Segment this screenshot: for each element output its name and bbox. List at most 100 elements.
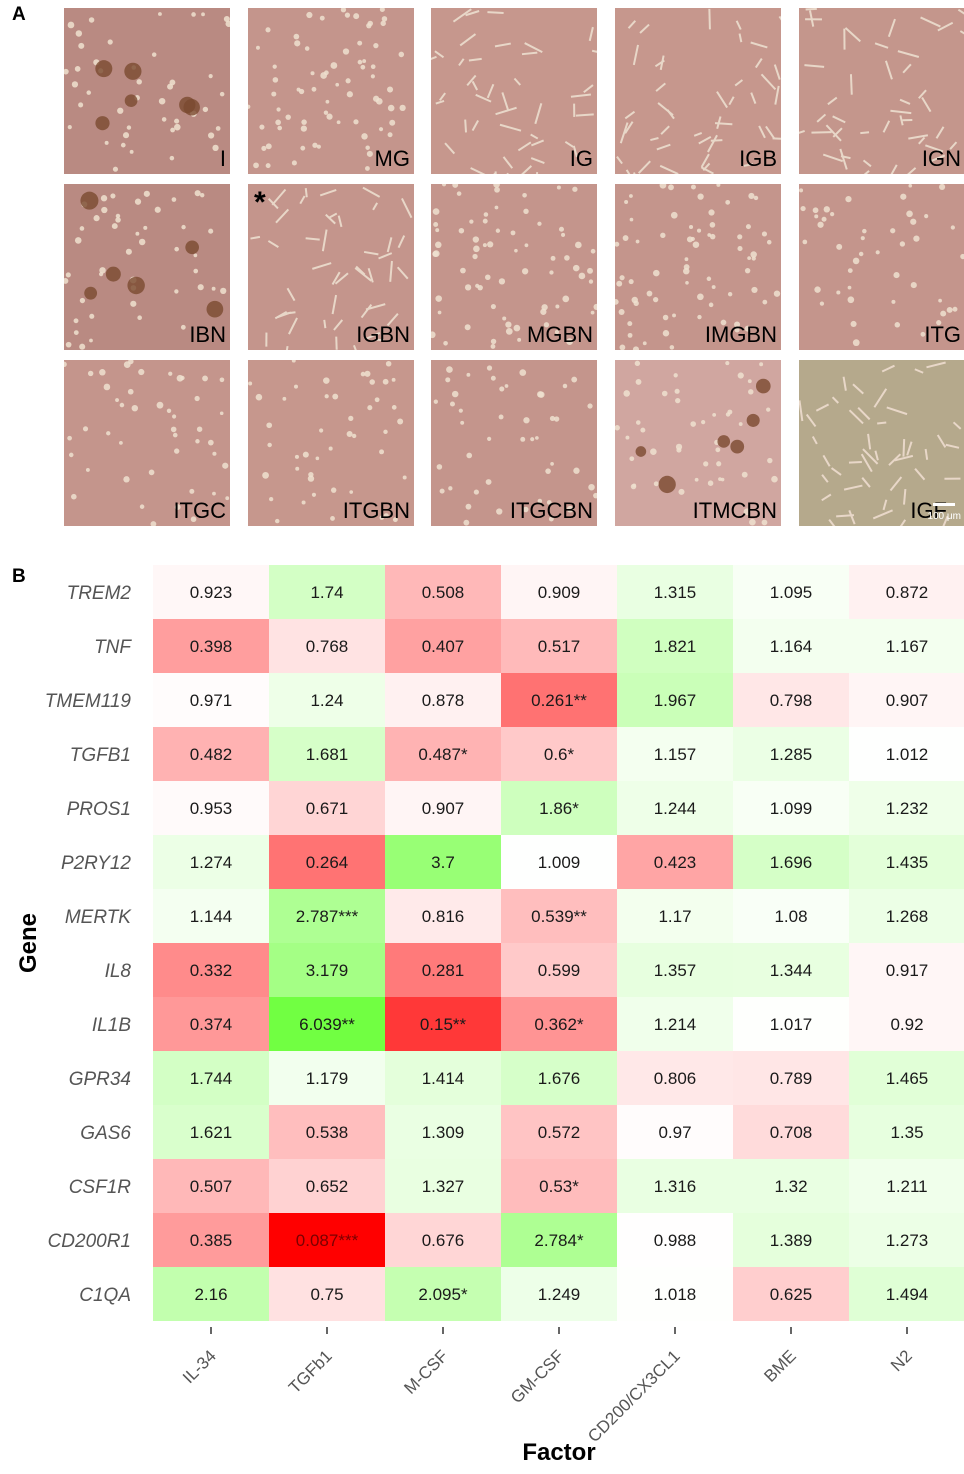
micrograph-label: IGF (910, 498, 947, 523)
micrograph-itmcbn: ITMCBN (615, 360, 781, 526)
cell-value-label: 1.744 (190, 1069, 233, 1088)
factor-tick-label: IL-34 (179, 1346, 220, 1387)
heatmap-cell (617, 889, 733, 943)
micrograph-ign: IGN (799, 8, 964, 174)
cell-value-label: 1.273 (886, 1231, 929, 1250)
cell-value-label: 0.676 (422, 1231, 465, 1250)
cell-value-label: 0.385 (190, 1231, 233, 1250)
cell-value-label: 0.768 (306, 637, 349, 656)
heatmap-cell (269, 889, 385, 943)
cell-value-label: 0.909 (538, 583, 581, 602)
micrograph-i: I (64, 8, 230, 174)
heatmap-cell (849, 727, 964, 781)
heatmap-cell (733, 1051, 849, 1105)
heatmap-cell (385, 1267, 501, 1321)
heatmap-cell (269, 943, 385, 997)
heatmap-cell (153, 1105, 269, 1159)
heatmap-cell (153, 619, 269, 673)
micrograph-mg: MG (248, 8, 414, 174)
heatmap-cell (269, 997, 385, 1051)
y-axis-title: Gene (15, 913, 42, 973)
cell-value-label: 1.232 (886, 799, 929, 818)
heatmap-cell (849, 835, 964, 889)
heatmap-cell (617, 835, 733, 889)
cell-value-label: 0.907 (886, 691, 929, 710)
cell-value-label: 0.332 (190, 961, 233, 980)
cell-value-label: 0.264 (306, 853, 349, 872)
cell-value-label: 1.274 (190, 853, 233, 872)
cell-value-label: 1.214 (654, 1015, 697, 1034)
cell-value-label: 0.398 (190, 637, 233, 656)
micrograph-label: IGB (739, 146, 777, 171)
cell-value-label: 0.487* (418, 745, 468, 764)
gene-tick-label: IL1B (92, 1015, 131, 1036)
micrograph-label: ITMCBN (692, 498, 777, 523)
cell-value-label: 0.971 (190, 691, 233, 710)
cell-value-label: 0.907 (422, 799, 465, 818)
cell-value-label: 1.676 (538, 1069, 581, 1088)
cell-value-label: 1.389 (770, 1231, 813, 1250)
micrograph-itgc: ITGC (64, 360, 230, 526)
cell-value-label: 1.435 (886, 853, 929, 872)
cell-value-label: 0.6* (544, 745, 575, 764)
micrograph-label: MGBN (527, 322, 593, 347)
gene-tick-label: TNF (94, 637, 132, 658)
cell-value-label: 1.099 (770, 799, 813, 818)
micrograph-label: IBN (189, 322, 226, 347)
heatmap-cell (617, 1105, 733, 1159)
heatmap-cell (153, 835, 269, 889)
cell-value-label: 1.018 (654, 1285, 697, 1304)
cell-value-label: 0.482 (190, 745, 233, 764)
factor-tick-label: BME (760, 1346, 799, 1385)
gene-tick-label: MERTK (65, 907, 132, 928)
heatmap-cell (849, 565, 964, 619)
cell-value-label: 1.967 (654, 691, 697, 710)
heatmap-cell (153, 727, 269, 781)
cell-value-label: 1.344 (770, 961, 813, 980)
gene-tick-label: C1QA (79, 1285, 131, 1306)
cell-value-label: 0.507 (190, 1177, 233, 1196)
heatmap-cell (617, 781, 733, 835)
cell-value-label: 2.784* (534, 1231, 584, 1250)
scale-bar (933, 503, 955, 506)
heatmap-cell (617, 1213, 733, 1267)
heatmap-cell (849, 781, 964, 835)
panel-b-label: B (12, 566, 26, 587)
micrograph-label: ITG (924, 322, 961, 347)
heatmap-cell (733, 889, 849, 943)
cell-value-label: 1.244 (654, 799, 697, 818)
heatmap-cell (385, 1105, 501, 1159)
heatmap-cell (385, 835, 501, 889)
cell-value-label: 1.414 (422, 1069, 465, 1088)
heatmap-cell (849, 889, 964, 943)
heatmap-cell (153, 673, 269, 727)
heatmap-cell (501, 1213, 617, 1267)
heatmap-cell (733, 1213, 849, 1267)
heatmap-cell (733, 997, 849, 1051)
cell-value-label: 1.465 (886, 1069, 929, 1088)
cell-value-label: 1.211 (886, 1177, 927, 1196)
heatmap-cell (385, 1159, 501, 1213)
heatmap-cell (269, 1213, 385, 1267)
cell-value-label: 1.315 (654, 583, 697, 602)
heatmap-cell (733, 1105, 849, 1159)
gene-tick-label: CD200R1 (48, 1231, 131, 1252)
cell-value-label: 0.538 (306, 1123, 349, 1142)
heatmap-cell (153, 1159, 269, 1213)
micrograph-igf: IGF 100 μm (799, 360, 964, 526)
heatmap-cell (617, 943, 733, 997)
asterisk-marker: * (254, 186, 266, 219)
cell-value-label: 1.494 (886, 1285, 929, 1304)
micrograph-igb: IGB (615, 8, 781, 174)
cell-value-label: 0.75 (310, 1285, 343, 1304)
heatmap-cell (269, 727, 385, 781)
micrograph-label: ITGCBN (509, 498, 593, 523)
heatmap-cell (733, 781, 849, 835)
heatmap-cell (153, 565, 269, 619)
cell-value-label: 1.357 (654, 961, 697, 980)
gene-tick-label: P2RY12 (61, 853, 131, 874)
heatmap-cell (617, 565, 733, 619)
heatmap-cell (385, 889, 501, 943)
heatmap-cell (269, 565, 385, 619)
heatmap-cell (501, 781, 617, 835)
